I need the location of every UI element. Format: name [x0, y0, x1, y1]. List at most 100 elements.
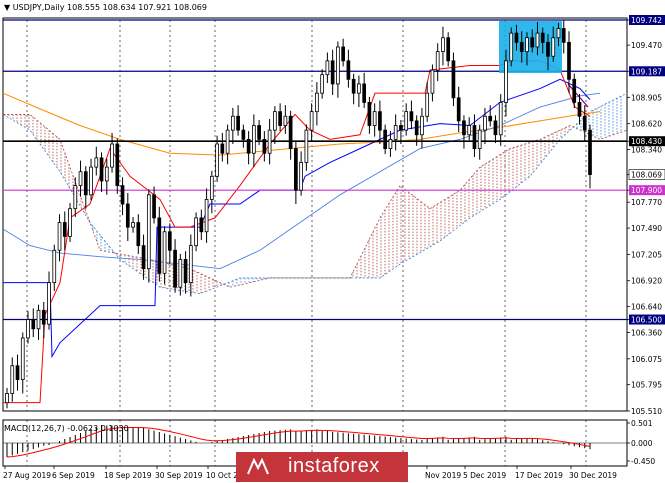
price-tick-label: 108.620 — [631, 120, 662, 129]
macd-label: MACD(12,26,7) -0.0623 0.1030 — [4, 424, 129, 433]
candle-bear — [346, 60, 351, 80]
senkou-span-a — [2, 92, 628, 295]
candle-bull — [94, 157, 99, 168]
senkou-span-b — [3, 114, 628, 288]
candle-bear — [330, 60, 335, 85]
candle-bull — [178, 259, 183, 288]
candle-bear — [167, 231, 172, 251]
candle-bull — [267, 129, 272, 154]
price-label: 108.430 — [631, 137, 662, 146]
candle-bear — [262, 138, 267, 154]
candle-bull — [225, 129, 230, 154]
candles — [5, 20, 592, 409]
candle-bear — [115, 143, 120, 186]
candle-bear — [246, 138, 251, 154]
candle-bear — [514, 32, 519, 43]
candle-bear — [351, 78, 356, 94]
candle-bull — [498, 102, 503, 136]
candle-bull — [162, 231, 167, 274]
candle-bull — [477, 129, 482, 150]
candle-bull — [57, 222, 62, 251]
candle-bull — [20, 337, 25, 380]
price-label: 106.500 — [631, 316, 662, 325]
candle-bull — [435, 51, 440, 71]
candle-bull — [420, 115, 424, 136]
horizontal-levels — [3, 19, 627, 321]
candle-bull — [188, 245, 193, 283]
candle-bull — [504, 60, 508, 103]
candle-bear — [136, 222, 141, 247]
candle-bear — [278, 111, 282, 126]
candle-bull — [89, 166, 93, 196]
price-label: 107.900 — [631, 186, 662, 195]
candle-bear — [409, 111, 414, 122]
candle-bull — [372, 111, 377, 126]
price-tick-label: 106.640 — [631, 303, 662, 312]
candle-bear — [530, 37, 535, 48]
moving-average-blue — [2, 92, 601, 270]
price-label: 109.187 — [631, 67, 662, 76]
candle-bear — [367, 102, 372, 126]
candle-bull — [388, 138, 393, 150]
price-tick-label: 106.360 — [631, 328, 662, 337]
candle-bull — [104, 166, 109, 182]
macd-tick-label: 0.501 — [631, 419, 653, 428]
candle-bull — [299, 162, 303, 191]
date-label: Nov 2019 — [425, 471, 461, 480]
candle-bull — [309, 111, 314, 131]
candle-bear — [567, 41, 571, 80]
macd-tick-label: -0.450 — [631, 457, 655, 466]
candle-bull — [404, 111, 409, 131]
candle-bull — [10, 365, 15, 394]
candle-bear — [99, 157, 104, 182]
candle-bear — [125, 203, 130, 228]
watermark-text: instaforex — [288, 455, 380, 477]
candle-bear — [561, 28, 566, 43]
dropdown-arrow-icon[interactable]: ▼ — [4, 3, 11, 12]
macd-tick-label: 0.000 — [631, 439, 653, 448]
candle-bull — [78, 171, 83, 186]
candle-bull — [483, 115, 487, 131]
candle-bear — [236, 115, 240, 131]
price-tick-label: 109.470 — [631, 41, 662, 50]
price-tick-label: 106.920 — [631, 277, 662, 286]
candle-bear — [15, 365, 20, 380]
date-axis: 27 Aug 2019 6 Sep 2019 18 Sep 2019 30 Sep 2… — [3, 466, 617, 480]
candle-bull — [430, 69, 435, 94]
ohlc-values: 108.555 108.634 107.921 108.069 — [67, 3, 207, 12]
chart-frame — [2, 17, 628, 412]
price-label-box — [629, 15, 665, 25]
candle-bull — [336, 46, 340, 85]
candle-bear — [462, 120, 466, 136]
candle-bull — [36, 309, 41, 330]
price-tick-label: 107.205 — [631, 250, 662, 259]
date-label: 27 Aug 2019 — [3, 471, 51, 480]
candle-bull — [393, 125, 398, 140]
candle-bear — [399, 125, 403, 131]
candle-bull — [304, 129, 309, 163]
candle-bear — [183, 259, 188, 283]
candle-bear — [519, 41, 524, 52]
candle-bear — [446, 37, 451, 62]
candle-bear — [152, 194, 156, 219]
candle-bear — [83, 171, 88, 196]
candle-bear — [572, 78, 577, 103]
candle-bull — [5, 393, 9, 404]
candle-bear — [546, 41, 550, 57]
candle-bear — [288, 115, 293, 150]
date-label: 17 Dec 2019 — [515, 471, 563, 480]
candle-bull — [535, 32, 540, 48]
candle-bull — [315, 92, 319, 113]
candle-bear — [241, 129, 246, 140]
date-label: 18 Sep 2019 — [104, 471, 152, 480]
candle-bear — [257, 125, 261, 140]
candle-bull — [68, 208, 72, 237]
candle-bull — [467, 125, 472, 136]
candle-bull — [273, 111, 277, 131]
price-tick-label: 107.770 — [631, 198, 662, 207]
price-tick-label: 107.490 — [631, 224, 662, 233]
candle-bull — [525, 37, 529, 52]
candle-bull — [556, 28, 561, 39]
price-axis: 109.742 109.470 109.187 108.905 108.620 108.4… — [627, 15, 665, 416]
